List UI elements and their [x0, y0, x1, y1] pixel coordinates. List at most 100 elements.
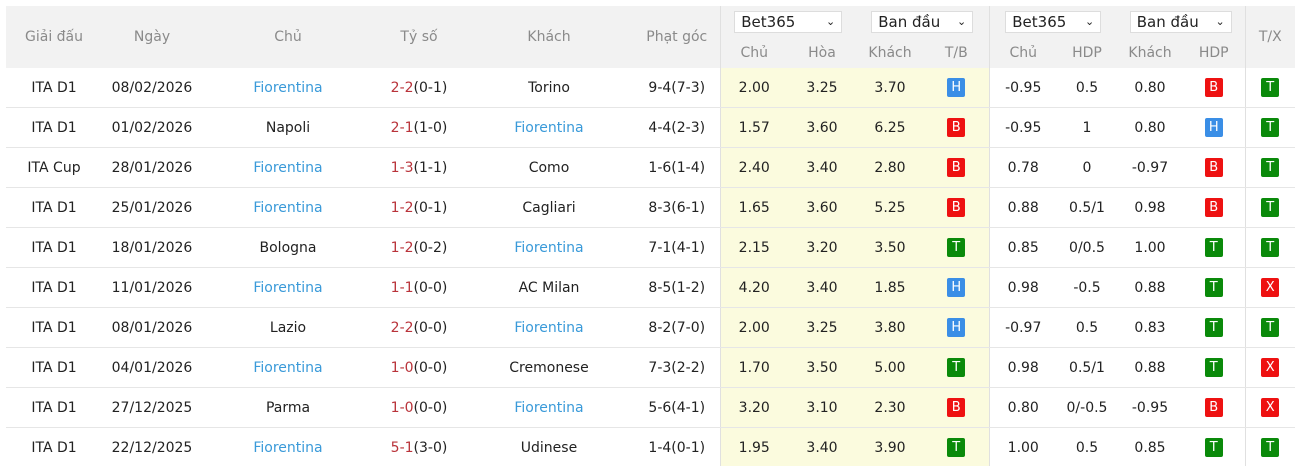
date: 28/01/2026 — [102, 147, 202, 188]
bookmaker-select-hdp[interactable]: Bet365 ⌄ — [1005, 10, 1102, 33]
header-league: Giải đấu — [6, 6, 102, 68]
header-1x2-home: Chủ — [719, 37, 788, 68]
hdp-away-odds: 0.85 — [1117, 427, 1183, 466]
table-row[interactable]: ITA Cup 28/01/2026 Fiorentina 1-3(1-1) C… — [6, 147, 1295, 188]
over-under-badge: X — [1261, 358, 1280, 377]
chevron-down-icon: ⌄ — [826, 15, 836, 28]
league[interactable]: ITA D1 — [6, 227, 102, 268]
chevron-down-icon: ⌄ — [1215, 15, 1225, 28]
odds-draw: 3.40 — [788, 147, 856, 188]
home-team[interactable]: Fiorentina — [202, 427, 374, 466]
home-team[interactable]: Parma — [202, 387, 374, 428]
over-under-badge: T — [1261, 238, 1280, 257]
date: 22/12/2025 — [102, 427, 202, 466]
score[interactable]: 1-3(1-1) — [374, 147, 464, 188]
away-team[interactable]: Fiorentina — [464, 107, 634, 148]
over-under-result: X — [1244, 267, 1295, 308]
hdp-result-badge: B — [1204, 198, 1223, 217]
table-row[interactable]: ITA D1 08/01/2026 Lazio 2-2(0-0) Fiorent… — [6, 307, 1295, 348]
score[interactable]: 1-1(0-0) — [374, 267, 464, 308]
bookmaker-select-1x2[interactable]: Bet365 ⌄ — [734, 10, 843, 33]
half-time-score: (0-0) — [413, 399, 448, 416]
result-1x2: B — [924, 147, 989, 188]
away-team[interactable]: Fiorentina — [464, 227, 634, 268]
date: 01/02/2026 — [102, 107, 202, 148]
score[interactable]: 1-0(0-0) — [374, 347, 464, 388]
league[interactable]: ITA D1 — [6, 307, 102, 348]
score[interactable]: 2-2(0-0) — [374, 307, 464, 348]
odds-away: 5.25 — [856, 187, 924, 228]
home-team[interactable]: Fiorentina — [202, 147, 374, 188]
score[interactable]: 2-2(0-1) — [374, 68, 464, 108]
over-under-badge: T — [1261, 78, 1280, 97]
half-time-score: (0-1) — [413, 199, 448, 216]
date: 27/12/2025 — [102, 387, 202, 428]
date: 11/01/2026 — [102, 267, 202, 308]
away-team[interactable]: Fiorentina — [464, 307, 634, 348]
hdp-home-odds: 0.78 — [988, 147, 1057, 188]
result-1x2: T — [924, 347, 989, 388]
league[interactable]: ITA D1 — [6, 68, 102, 108]
league[interactable]: ITA D1 — [6, 267, 102, 308]
hdp-result-badge: T — [1204, 358, 1223, 377]
home-team[interactable]: Napoli — [202, 107, 374, 148]
hdp-line: 0.5/1 — [1057, 187, 1117, 228]
score[interactable]: 1-0(0-0) — [374, 387, 464, 428]
table-row[interactable]: ITA D1 27/12/2025 Parma 1-0(0-0) Fiorent… — [6, 387, 1295, 428]
over-under-result: T — [1244, 187, 1295, 228]
league[interactable]: ITA D1 — [6, 427, 102, 466]
home-team[interactable]: Fiorentina — [202, 68, 374, 108]
away-team[interactable]: Fiorentina — [464, 387, 634, 428]
away-team[interactable]: Cagliari — [464, 187, 634, 228]
score[interactable]: 1-2(0-2) — [374, 227, 464, 268]
table-row[interactable]: ITA D1 22/12/2025 Fiorentina 5-1(3-0) Ud… — [6, 427, 1295, 466]
hdp-result: T — [1183, 307, 1245, 348]
score[interactable]: 2-1(1-0) — [374, 107, 464, 148]
odds-draw: 3.60 — [788, 107, 856, 148]
result-1x2-badge: B — [947, 398, 966, 417]
hdp-result: B — [1183, 187, 1245, 228]
odds-type-select-1x2[interactable]: Ban đầu ⌄ — [871, 10, 974, 33]
league[interactable]: ITA D1 — [6, 347, 102, 388]
table-row[interactable]: ITA D1 25/01/2026 Fiorentina 1-2(0-1) Ca… — [6, 187, 1295, 228]
home-team[interactable]: Fiorentina — [202, 347, 374, 388]
odds-draw: 3.25 — [788, 307, 856, 348]
away-team[interactable]: Cremonese — [464, 347, 634, 388]
home-team[interactable]: Fiorentina — [202, 187, 374, 228]
score[interactable]: 5-1(3-0) — [374, 427, 464, 466]
header-score: Tỷ số — [374, 6, 464, 68]
table-row[interactable]: ITA D1 01/02/2026 Napoli 2-1(1-0) Fioren… — [6, 107, 1295, 148]
odds-away: 3.80 — [856, 307, 924, 348]
home-team[interactable]: Fiorentina — [202, 267, 374, 308]
result-1x2: H — [924, 307, 989, 348]
league[interactable]: ITA D1 — [6, 107, 102, 148]
hdp-result-badge: T — [1204, 318, 1223, 337]
result-1x2: H — [924, 68, 989, 108]
header-1x2-draw: Hòa — [788, 37, 856, 68]
half-time-score: (3-0) — [413, 439, 448, 456]
hdp-line: 0/-0.5 — [1057, 387, 1117, 428]
league[interactable]: ITA D1 — [6, 387, 102, 428]
corners: 5-6(4-1) — [634, 387, 720, 428]
hdp-result: T — [1183, 267, 1245, 308]
table-row[interactable]: ITA D1 11/01/2026 Fiorentina 1-1(0-0) AC… — [6, 267, 1295, 308]
away-team[interactable]: Udinese — [464, 427, 634, 466]
hdp-line: 0.5/1 — [1057, 347, 1117, 388]
table-row[interactable]: ITA D1 18/01/2026 Bologna 1-2(0-2) Fiore… — [6, 227, 1295, 268]
score[interactable]: 1-2(0-1) — [374, 187, 464, 228]
league[interactable]: ITA Cup — [6, 147, 102, 188]
away-team[interactable]: Como — [464, 147, 634, 188]
table-row[interactable]: ITA D1 04/01/2026 Fiorentina 1-0(0-0) Cr… — [6, 347, 1295, 388]
table-row[interactable]: ITA D1 08/02/2026 Fiorentina 2-2(0-1) To… — [6, 68, 1295, 108]
away-team[interactable]: AC Milan — [464, 267, 634, 308]
over-under-result: T — [1244, 227, 1295, 268]
hdp-result-badge: H — [1204, 118, 1223, 137]
home-team[interactable]: Bologna — [202, 227, 374, 268]
hdp-home-odds: 0.88 — [988, 187, 1057, 228]
odds-home: 1.65 — [719, 187, 788, 228]
corners: 8-2(7-0) — [634, 307, 720, 348]
home-team[interactable]: Lazio — [202, 307, 374, 348]
away-team[interactable]: Torino — [464, 68, 634, 108]
league[interactable]: ITA D1 — [6, 187, 102, 228]
odds-type-select-hdp[interactable]: Ban đầu ⌄ — [1129, 10, 1232, 33]
